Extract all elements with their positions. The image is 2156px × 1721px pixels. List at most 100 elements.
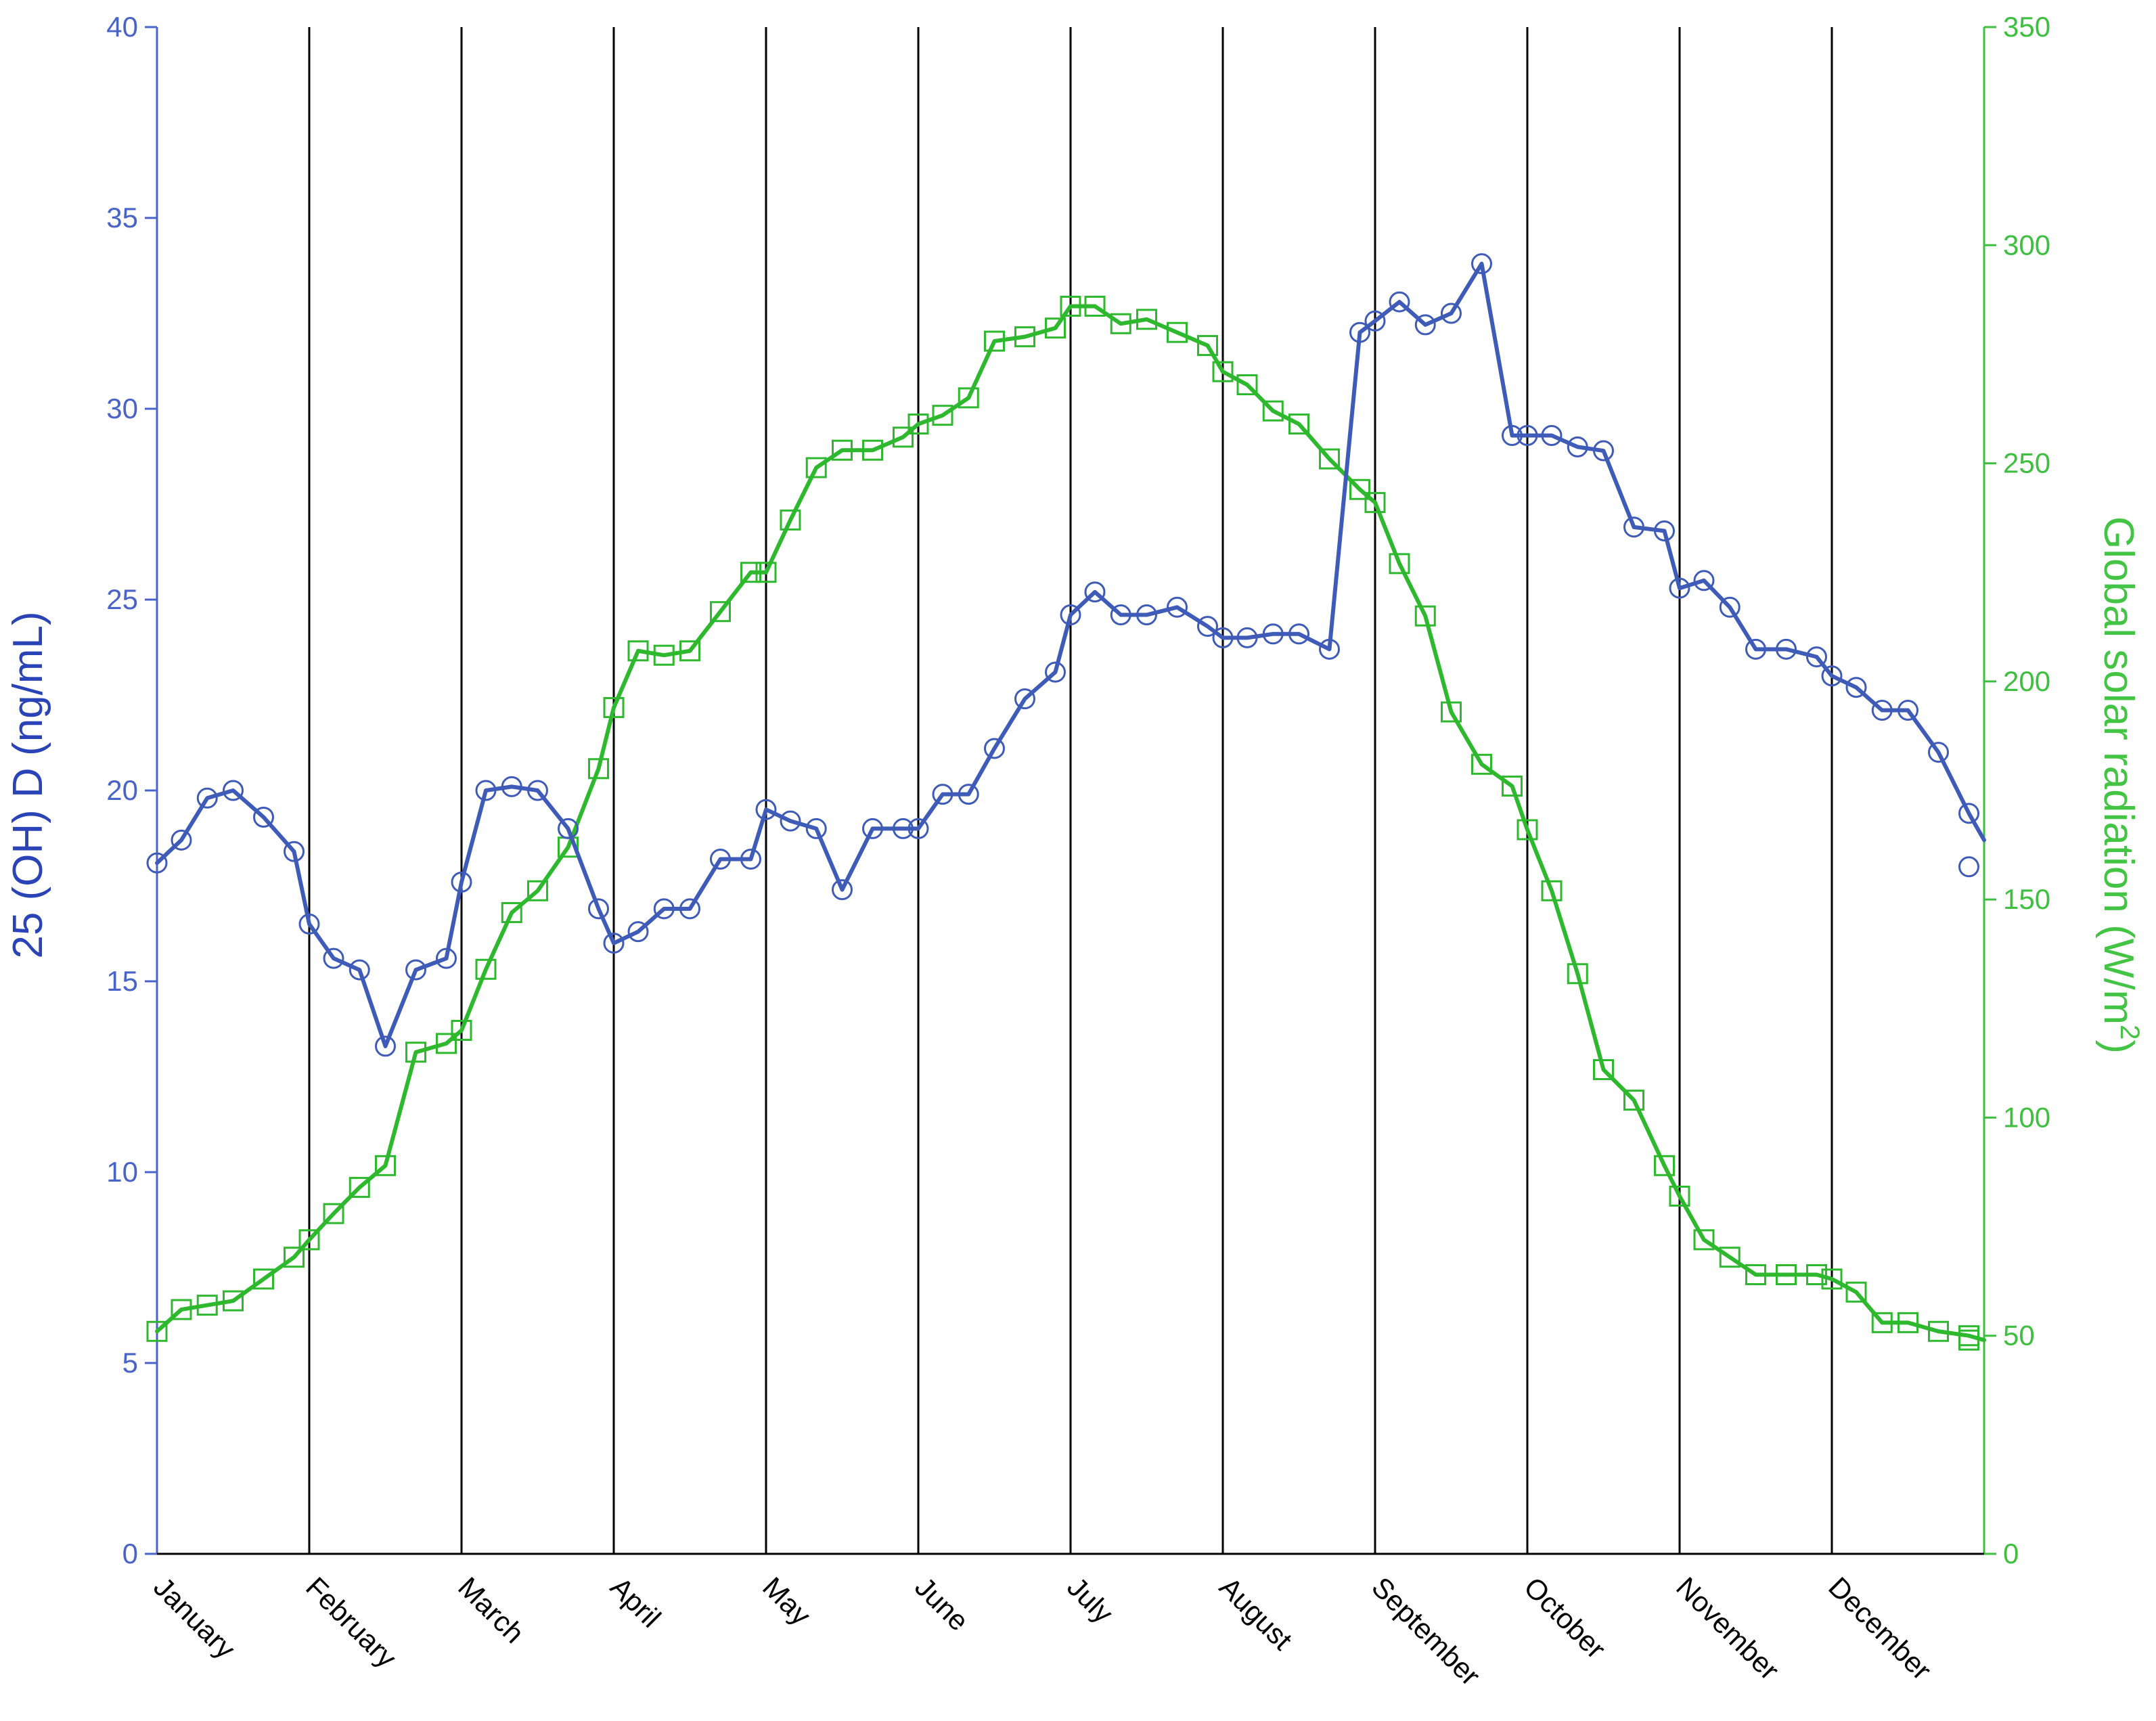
right-tick-label: 150 xyxy=(2003,883,2050,915)
vitd-data-point xyxy=(1654,520,1675,541)
vitd-data-point xyxy=(1236,627,1258,648)
vitd-data-point xyxy=(679,898,700,920)
vitd-data-point xyxy=(298,913,320,935)
vitd-data-point xyxy=(1719,596,1740,618)
right-tick-label: 0 xyxy=(2003,1538,2019,1569)
vitd-data-point xyxy=(1084,581,1106,603)
solar-data-point xyxy=(1414,605,1436,627)
vitd-data-point xyxy=(1136,604,1157,626)
vitd-data-point xyxy=(405,959,426,981)
vitd-data-point xyxy=(1776,638,1797,660)
vitd-data-point xyxy=(1669,577,1690,599)
solar-data-point xyxy=(196,1295,218,1316)
solar-data-point xyxy=(1349,478,1370,500)
right-tick-label: 350 xyxy=(2003,11,2050,43)
vitd-data-point xyxy=(1045,661,1066,683)
solar-data-point xyxy=(253,1268,274,1290)
solar-data-point xyxy=(323,1203,344,1224)
solar-data-point xyxy=(1262,400,1284,422)
solar-data-point xyxy=(284,1247,305,1268)
solar-data-point xyxy=(223,1290,244,1312)
y2-title-end: ) xyxy=(2095,1040,2142,1054)
right-tick-label: 200 xyxy=(2003,665,2050,697)
vitd-data-point xyxy=(832,879,853,901)
solar-data-point xyxy=(1319,448,1340,470)
vitd-data-point xyxy=(862,818,883,839)
month-tick-label: June xyxy=(909,1571,975,1637)
month-tick-label: November xyxy=(1670,1571,1785,1686)
month-tick-label: May xyxy=(757,1571,817,1631)
solar-data-point xyxy=(501,901,522,923)
vitd-data-point xyxy=(1693,570,1715,591)
y2-title-main: Global solar radiation (W/m xyxy=(2095,516,2142,1025)
left-tick-label: 15 xyxy=(106,965,138,997)
solar-data-point xyxy=(1623,1090,1644,1111)
vitd-data-point xyxy=(893,818,914,839)
vitd-data-point xyxy=(501,776,522,797)
vitd-data-point xyxy=(349,959,370,981)
y-axis-title-right: Global solar radiation (W/m2) xyxy=(2095,516,2144,1054)
vitd-line xyxy=(155,261,1986,1048)
solar-data-point xyxy=(710,601,731,623)
vitd-data-point xyxy=(1958,803,1979,824)
solar-data-point xyxy=(1502,776,1523,797)
solar-data-point xyxy=(1389,553,1410,575)
solar-data-point xyxy=(1084,296,1106,317)
left-tick-label: 25 xyxy=(106,583,138,615)
vitd-data-point xyxy=(1958,856,1979,878)
solar-data-point xyxy=(1236,374,1258,396)
solar-data-point xyxy=(1719,1247,1740,1268)
solar-data-point xyxy=(603,697,625,719)
axes xyxy=(145,26,1996,1555)
vitd-data-point xyxy=(1167,596,1188,618)
month-tick-label: February xyxy=(300,1571,403,1674)
solar-data-point xyxy=(1567,963,1588,985)
y2-title-superscript: 2 xyxy=(2115,1025,2144,1040)
solar-data-point xyxy=(1654,1155,1675,1176)
solar-data-point xyxy=(1045,317,1066,339)
solar-data-point xyxy=(1136,309,1157,330)
solar-data-point xyxy=(375,1155,396,1176)
vitd-data-point xyxy=(1517,424,1538,446)
solar-data-point xyxy=(475,958,497,980)
left-tick-label: 35 xyxy=(106,202,138,233)
right-tick-label: 250 xyxy=(2003,447,2050,479)
vitd-data-point xyxy=(932,784,953,805)
solar-data-point xyxy=(1364,492,1386,514)
vitd-data-point xyxy=(1319,638,1340,660)
month-tick-label: December xyxy=(1822,1571,1937,1686)
axis-labels: 0 5 10 15 20 25 30 35 40 0 50 100 150 200 250 300 350 Jan… xyxy=(106,11,2050,1692)
solar-data-point xyxy=(740,562,761,583)
vitd-data-point xyxy=(284,841,305,862)
right-tick-label: 100 xyxy=(2003,1101,2050,1133)
vitd-data-point xyxy=(1060,604,1081,626)
month-grid xyxy=(308,27,1833,1554)
vitd-data-point xyxy=(1502,424,1523,446)
right-tick-label: 300 xyxy=(2003,229,2050,261)
solar-data-point xyxy=(1110,313,1131,334)
vitd-data-point xyxy=(1745,638,1766,660)
solar-data-point xyxy=(1593,1059,1614,1081)
solar-data-point xyxy=(780,509,801,531)
solar-data-point xyxy=(805,457,827,478)
solar-data-point xyxy=(588,758,609,780)
vitd-data-point xyxy=(475,780,497,801)
solar-data-point xyxy=(1471,753,1492,775)
solar-data-point xyxy=(405,1042,426,1063)
vitd-data-point xyxy=(1471,253,1492,275)
vitd-data-point xyxy=(527,780,548,801)
solar-data-point xyxy=(1693,1229,1715,1251)
vitd-data-point xyxy=(1871,700,1893,721)
solar-data-point xyxy=(1167,321,1188,343)
left-tick-label: 0 xyxy=(122,1538,138,1569)
left-tick-label: 5 xyxy=(122,1347,138,1379)
solar-data-point xyxy=(1517,819,1538,841)
vitd-data-point xyxy=(958,784,979,805)
vitd-data-point xyxy=(1845,677,1867,698)
vitd-data-point xyxy=(780,810,801,832)
vitd-data-point xyxy=(1897,700,1918,721)
vitd-data-point xyxy=(805,818,827,839)
solar-data-point xyxy=(1845,1281,1867,1303)
vitd-data-point xyxy=(1364,310,1386,332)
vitd-data-point xyxy=(1349,321,1370,343)
